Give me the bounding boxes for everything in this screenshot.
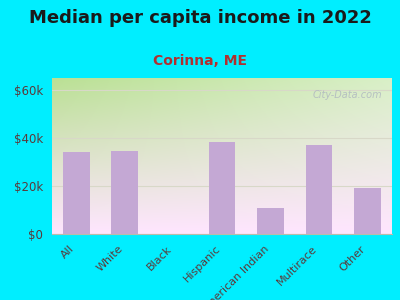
Text: Median per capita income in 2022: Median per capita income in 2022 [28, 9, 372, 27]
Bar [112, 151, 138, 234]
Text: Corinna, ME: Corinna, ME [153, 54, 247, 68]
Bar [306, 145, 332, 234]
Bar [63, 152, 90, 234]
Bar [257, 208, 284, 234]
Bar [209, 142, 235, 234]
Text: City-Data.com: City-Data.com [312, 91, 382, 100]
Bar [354, 188, 381, 234]
